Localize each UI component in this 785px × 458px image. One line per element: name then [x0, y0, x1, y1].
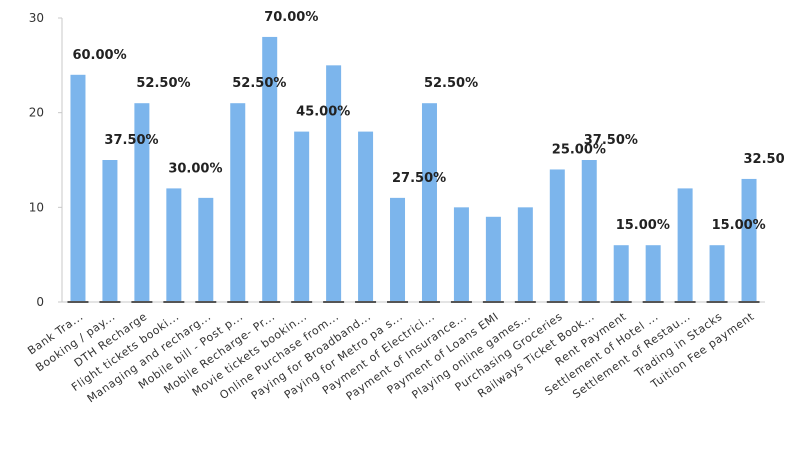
bar: [581, 160, 597, 302]
bar: [549, 169, 565, 302]
bar: [485, 216, 501, 302]
data-label: 27.50%: [392, 171, 446, 186]
bar: [198, 197, 214, 302]
y-tick-label: 0: [36, 295, 44, 309]
data-label: 70.00%: [264, 10, 318, 25]
bars: [67, 36, 760, 303]
y-tick-label: 20: [29, 106, 44, 120]
data-label: 25.00%: [552, 142, 606, 157]
data-label: 37.50%: [104, 133, 158, 148]
bar: [421, 103, 437, 302]
bar: [390, 197, 406, 302]
bar: [262, 36, 278, 302]
bar: [677, 188, 693, 302]
bar: [230, 103, 246, 302]
data-label: 15.00%: [616, 218, 670, 233]
bar: [134, 103, 150, 302]
data-label: 60.00%: [72, 48, 126, 63]
bar: [326, 65, 342, 302]
bar: [70, 74, 86, 302]
bar: [166, 188, 182, 302]
data-label: 30.00%: [168, 161, 222, 176]
y-tick-label: 10: [29, 200, 44, 214]
y-tick-label: 30: [29, 11, 44, 25]
x-axis: Bank Tra...Booking / pay...DTH RechargeF…: [25, 310, 756, 406]
data-label: 52.50%: [136, 76, 190, 91]
bar: [741, 178, 757, 302]
bar: [517, 207, 533, 302]
bar: [294, 131, 310, 302]
data-label: 52.50%: [424, 76, 478, 91]
data-labels: 60.00% 37.50% 52.50% 30.00% 52.50% 70.00% 45.0…: [72, 10, 785, 233]
bar: [613, 245, 629, 302]
bar: [709, 245, 725, 302]
data-label: 15.00%: [712, 218, 766, 233]
data-label: 52.50%: [232, 76, 286, 91]
bar: [358, 131, 374, 302]
bar: [102, 160, 118, 302]
bar: [645, 245, 661, 302]
bar: [453, 207, 469, 302]
data-label: 37.50%: [584, 133, 638, 148]
data-label: 45.00%: [296, 105, 350, 120]
data-label: 32.50%: [744, 152, 785, 167]
